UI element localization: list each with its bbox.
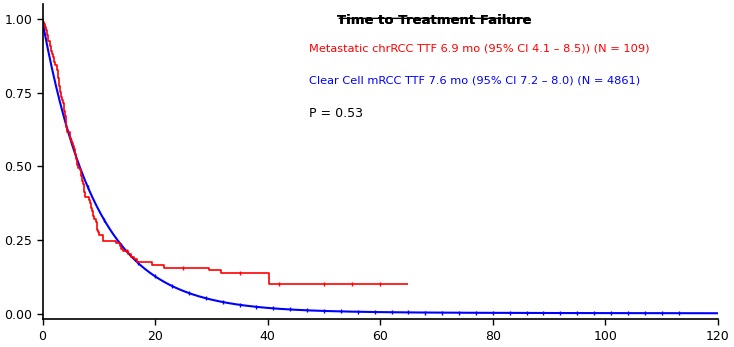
Text: Clear Cell mRCC TTF 7.6 mo (95% CI 7.2 – 8.0) (N = 4861): Clear Cell mRCC TTF 7.6 mo (95% CI 7.2 –… (309, 75, 641, 85)
Text: Metastatic chrRCC TTF 6.9 mo (95% CI 4.1 – 8.5)) (N = 109): Metastatic chrRCC TTF 6.9 mo (95% CI 4.1… (309, 44, 650, 53)
Text: P = 0.53: P = 0.53 (309, 107, 363, 120)
Text: Time to Treatment Failure: Time to Treatment Failure (337, 14, 531, 27)
Text: Time to Treatment Failure: Time to Treatment Failure (337, 14, 531, 27)
